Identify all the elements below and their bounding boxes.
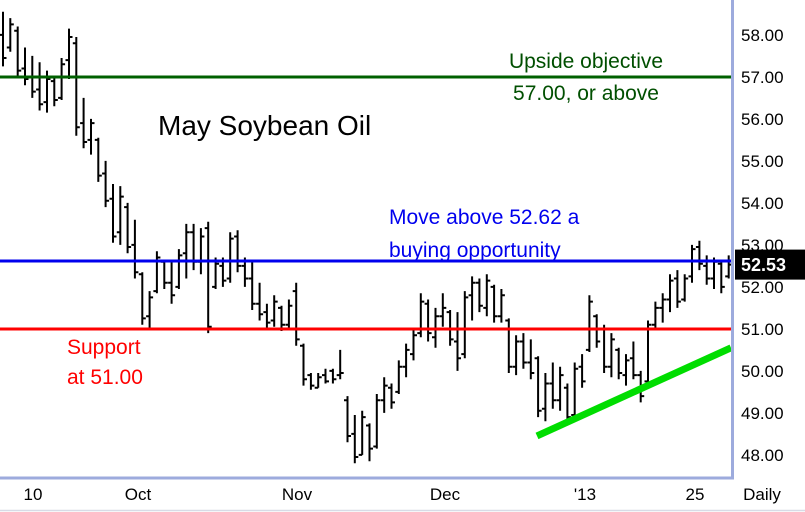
y-axis-label: 55.00: [741, 152, 784, 171]
y-axis-label: 54.00: [741, 194, 784, 213]
upside-objective-text-line1: Upside objective: [508, 50, 664, 73]
upside-objective-annotation: Upside objective 57.00, or above: [494, 46, 678, 110]
x-axis-label: 10: [24, 485, 43, 504]
chart-title: May Soybean Oil: [158, 110, 372, 141]
x-axis-label: Dec: [430, 485, 461, 504]
upside-objective-text-line2: 57.00, or above: [513, 82, 659, 105]
buy-opportunity-annotation: Move above 52.62 a buying opportunity: [389, 201, 579, 267]
x-axis-label: Nov: [282, 485, 313, 504]
y-axis-label: 57.00: [741, 68, 784, 87]
y-axis-label: 51.00: [741, 320, 784, 339]
buy-opportunity-text-line2: buying opportunity: [389, 239, 561, 262]
y-axis-label: 50.00: [741, 362, 784, 381]
support-text-line1: Support: [67, 336, 141, 359]
ohlc-bars: [0, 11, 733, 464]
x-axis-label: Oct: [125, 485, 152, 504]
rising-support-trendline: [535, 344, 733, 440]
timeframe-label: Daily: [743, 485, 781, 504]
y-axis-label: 48.00: [741, 446, 784, 465]
x-axis-label: '13: [574, 485, 596, 504]
y-axis-label: 52.00: [741, 278, 784, 297]
buy-opportunity-text-line1: Move above 52.62 a: [389, 206, 580, 229]
last-price-label: 52.53: [741, 255, 786, 275]
support-annotation: Support at 51.00: [67, 333, 143, 393]
y-axis-label: 56.00: [741, 110, 784, 129]
last-price-box: [735, 249, 805, 280]
y-axis-label: 58.00: [741, 26, 784, 45]
y-axis-label: 49.00: [741, 404, 784, 423]
x-axis-label: 25: [686, 485, 705, 504]
support-text-line2: at 51.00: [67, 366, 143, 389]
